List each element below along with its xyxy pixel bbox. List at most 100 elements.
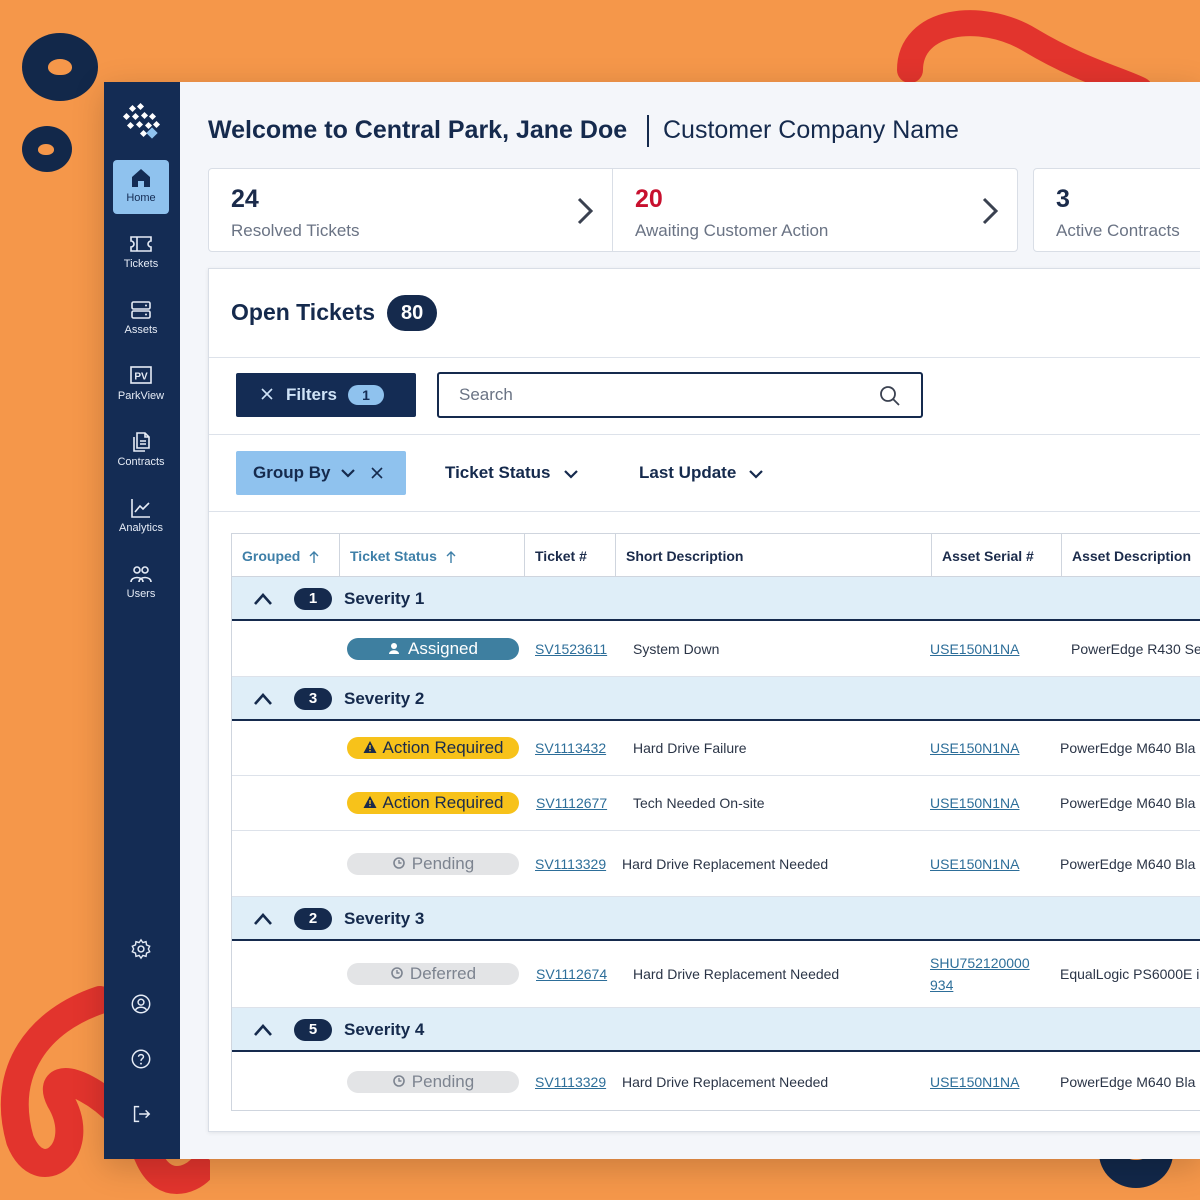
filters-count-badge: 1 (348, 385, 384, 405)
open-tickets-panel: Open Tickets 80 Filters 1 Group By Ticke… (208, 268, 1200, 1132)
table-row[interactable]: Action Required SV1112677 Tech Needed On… (232, 776, 1200, 831)
close-icon[interactable] (260, 387, 274, 401)
status-label: Pending (411, 854, 475, 873)
sidebar-item-assets[interactable]: Assets (113, 292, 169, 346)
status-badge: Deferred (347, 963, 519, 985)
arrow-up-icon (309, 551, 319, 564)
search-box (437, 372, 923, 418)
settings-button[interactable] (126, 934, 156, 964)
asset-description: PowerEdge M640 Bla (1060, 740, 1196, 756)
search-input[interactable] (459, 384, 859, 406)
sidebar-item-label: Contracts (117, 456, 165, 468)
stat-label: Resolved Tickets (231, 221, 360, 240)
column-header-ticket-number[interactable]: Ticket # (525, 534, 616, 578)
column-header-ticket-status[interactable]: Ticket Status (340, 534, 525, 578)
ticket-link[interactable]: SV1113329 (535, 1074, 607, 1090)
column-header-asset-serial[interactable]: Asset Serial # (932, 534, 1062, 578)
company-name: Customer Company Name (663, 116, 959, 144)
sort-option-label: Last Update (639, 463, 737, 482)
chart-line-icon (131, 499, 150, 518)
account-button[interactable] (126, 989, 156, 1019)
chevron-up-icon[interactable] (252, 1022, 274, 1038)
sidebar-item-tickets[interactable]: Tickets (113, 226, 169, 280)
group-row-severity-1[interactable]: 1 Severity 1 (232, 577, 1200, 621)
chevron-down-icon (563, 469, 578, 479)
column-header-label: Asset Serial # (942, 548, 1034, 564)
stat-card-contracts[interactable]: 3 Active Contracts (1033, 168, 1200, 252)
parkview-icon: PV (130, 366, 152, 384)
asset-serial-link[interactable]: USE150N1NA (930, 1074, 1020, 1090)
divider (209, 511, 1200, 512)
status-label: Action Required (382, 738, 504, 757)
table-header-row: Grouped Ticket Status Ticket # Short Des… (232, 533, 1200, 578)
table-row[interactable]: Deferred SV1112674 Hard Drive Replacemen… (232, 941, 1200, 1008)
column-header-grouped[interactable]: Grouped (232, 534, 340, 578)
decorative-squiggle-bottom (0, 986, 210, 1194)
title-divider (647, 115, 649, 147)
page-title: Welcome to Central Park, Jane Doe (208, 116, 628, 144)
stat-value: 20 (635, 185, 663, 213)
ticket-link[interactable]: SV1112674 (536, 966, 608, 982)
user-icon (389, 643, 400, 654)
group-row-severity-3[interactable]: 2 Severity 3 (232, 897, 1200, 941)
status-badge: Action Required (347, 792, 519, 814)
sidebar-item-analytics[interactable]: Analytics (113, 490, 169, 544)
stat-card-resolved[interactable]: 24 Resolved Tickets (208, 168, 613, 252)
asset-serial-link[interactable]: USE150N1NA (930, 641, 1020, 657)
column-header-short-description[interactable]: Short Description (616, 534, 932, 578)
ticket-link[interactable]: SV1523611 (535, 641, 608, 657)
asset-serial-link[interactable]: 934 (930, 977, 954, 993)
sidebar-item-label: Analytics (118, 522, 164, 534)
column-header-asset-description[interactable]: Asset Description (1062, 534, 1200, 578)
sort-ticket-status-dropdown[interactable]: Ticket Status (445, 463, 579, 483)
table-row[interactable]: Assigned SV1523611 System Down USE150N1N… (232, 621, 1200, 677)
group-count-badge: 2 (294, 908, 332, 930)
asset-serial-link[interactable]: SHU752120000 (930, 955, 1030, 971)
sidebar-item-users[interactable]: Users (113, 556, 169, 610)
asset-serial-link[interactable]: USE150N1NA (930, 795, 1020, 811)
chevron-up-icon[interactable] (252, 911, 274, 927)
asset-serial-link[interactable]: USE150N1NA (930, 740, 1020, 756)
close-icon[interactable] (370, 466, 384, 480)
sidebar-item-contracts[interactable]: Contracts (113, 424, 169, 478)
table-row[interactable]: Pending SV1113329 Hard Drive Replacement… (232, 1052, 1200, 1110)
group-row-severity-4[interactable]: 5 Severity 4 (232, 1008, 1200, 1052)
group-row-severity-2[interactable]: 3 Severity 2 (232, 677, 1200, 721)
ticket-link[interactable]: SV1112677 (536, 795, 608, 811)
group-by-button[interactable]: Group By (236, 451, 406, 495)
ticket-link[interactable]: SV1113432 (535, 740, 607, 756)
chevron-up-icon[interactable] (252, 591, 274, 607)
clock-icon (392, 1075, 405, 1087)
status-badge: Pending (347, 853, 519, 875)
sidebar-item-parkview[interactable]: PV ParkView (113, 358, 169, 412)
tickets-table: Grouped Ticket Status Ticket # Short Des… (231, 533, 1200, 1111)
ticket-description: Hard Drive Replacement Needed (622, 1074, 829, 1090)
column-header-label: Ticket # (535, 548, 587, 564)
chevron-up-icon[interactable] (252, 691, 274, 707)
sidebar-item-home[interactable]: Home (113, 160, 169, 214)
help-button[interactable] (126, 1044, 156, 1074)
filters-button[interactable]: Filters 1 (236, 373, 416, 417)
stat-label: Active Contracts (1056, 221, 1180, 240)
chevron-down-icon (341, 469, 355, 478)
column-header-label: Ticket Status (350, 548, 437, 564)
column-header-label: Asset Description (1072, 548, 1192, 564)
logout-button[interactable] (126, 1099, 156, 1129)
arrow-up-icon (446, 551, 456, 564)
users-icon (130, 566, 152, 583)
ticket-link[interactable]: SV1113329 (535, 856, 607, 872)
document-icon (133, 432, 150, 452)
ticket-description: Hard Drive Replacement Needed (633, 966, 840, 982)
sort-last-update-dropdown[interactable]: Last Update (639, 463, 764, 483)
stat-card-awaiting[interactable]: 20 Awaiting Customer Action (612, 168, 1018, 252)
asset-description: PowerEdge R430 Se (1071, 641, 1200, 657)
asset-description: PowerEdge M640 Bla (1060, 856, 1196, 872)
clock-icon (391, 967, 403, 979)
table-row[interactable]: Action Required SV1113432 Hard Drive Fai… (232, 721, 1200, 776)
group-count-badge: 1 (294, 588, 332, 610)
sidebar-item-label: Assets (124, 324, 158, 336)
ticket-description: Tech Needed On-site (633, 795, 765, 811)
asset-serial-link[interactable]: USE150N1NA (930, 856, 1020, 872)
table-row[interactable]: Pending SV1113329 Hard Drive Replacement… (232, 831, 1200, 897)
search-icon[interactable] (879, 385, 901, 407)
